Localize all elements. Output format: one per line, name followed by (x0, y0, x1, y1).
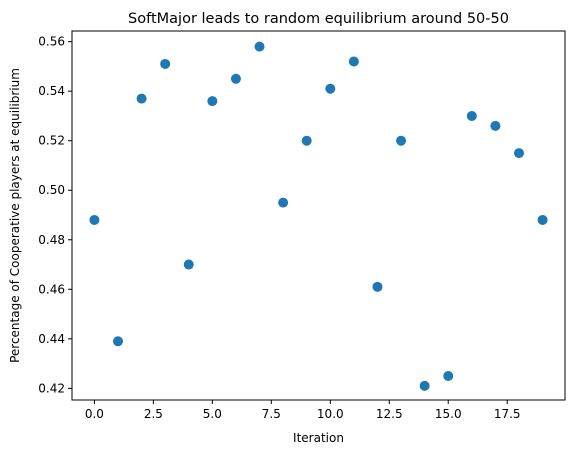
y-axis: 0.42 0.44 0.46 0.48 0.50 0.52 0.54 0.56 (38, 35, 72, 395)
x-tick-label: 12.5 (376, 407, 403, 421)
data-point (207, 96, 218, 107)
y-tick-label: 0.54 (38, 84, 65, 98)
data-points (89, 41, 548, 391)
data-point (514, 148, 525, 159)
y-tick-label: 0.44 (38, 332, 65, 346)
y-tick-label: 0.42 (38, 381, 65, 395)
data-point (136, 93, 147, 104)
data-point (301, 135, 312, 146)
data-point (278, 197, 289, 208)
y-tick-label: 0.52 (38, 134, 65, 148)
data-point (466, 110, 477, 121)
data-point (443, 370, 454, 381)
x-tick-label: 10.0 (317, 407, 344, 421)
data-point (112, 336, 123, 347)
data-point (183, 259, 194, 270)
data-point (325, 83, 336, 94)
data-point (348, 56, 359, 67)
y-tick-label: 0.50 (38, 183, 65, 197)
y-axis-label: Percentage of Cooperative players at equ… (8, 68, 22, 363)
data-point (537, 214, 548, 225)
x-tick-label: 0.0 (85, 407, 104, 421)
y-tick-label: 0.48 (38, 233, 65, 247)
data-point (230, 73, 241, 84)
plot-frame (71, 30, 566, 401)
x-axis-label: Iteration (293, 431, 344, 445)
x-axis: 0.0 2.5 5.0 7.5 10.0 12.5 15.0 17.5 (85, 400, 521, 421)
y-tick-label: 0.56 (38, 35, 65, 49)
data-point (396, 135, 407, 146)
x-tick-label: 17.5 (494, 407, 521, 421)
data-point (372, 281, 383, 292)
x-tick-label: 2.5 (144, 407, 163, 421)
data-point (490, 120, 501, 131)
x-tick-label: 7.5 (262, 407, 281, 421)
data-point (254, 41, 265, 52)
chart-title: SoftMajor leads to random equilibrium ar… (128, 11, 509, 27)
data-point (160, 58, 171, 69)
x-tick-label: 15.0 (435, 407, 462, 421)
data-point (89, 214, 100, 225)
data-point (419, 380, 430, 391)
x-tick-label: 5.0 (203, 407, 222, 421)
y-tick-label: 0.46 (38, 282, 65, 296)
